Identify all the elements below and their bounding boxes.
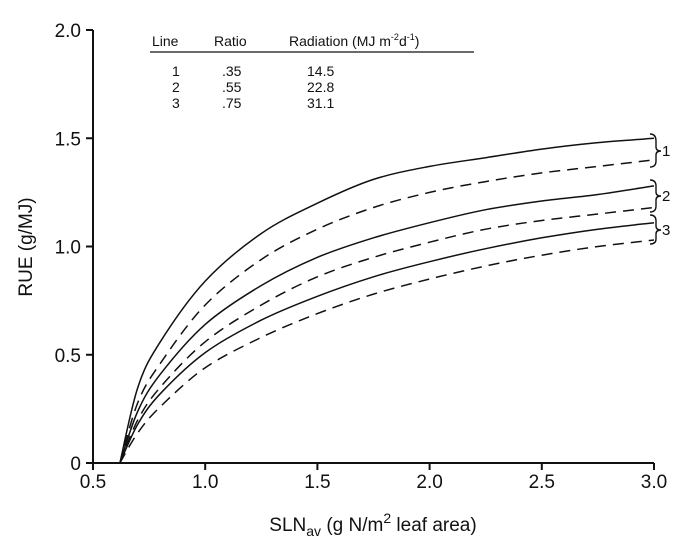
x-axis-title-main: SLN (269, 515, 306, 536)
bracket-2 (649, 179, 662, 213)
legend-row-3-radiation: 31.1 (307, 95, 334, 111)
y-tick-label: 0.5 (55, 346, 81, 367)
series-line-3-dashed (119, 239, 655, 464)
y-tick-label: 2.0 (55, 21, 81, 42)
legend-header-sup-2: -1 (407, 32, 415, 42)
legend-row-3-ratio: .75 (222, 95, 242, 111)
y-tick-label: 0 (70, 454, 81, 475)
x-tick-label: 1.0 (192, 472, 218, 493)
x-tick-label: 3.0 (641, 472, 667, 493)
x-tick-label: 0.5 (80, 472, 106, 493)
series-line-2-solid (119, 185, 655, 464)
legend-header-radiation-main: Radiation (MJ m (289, 33, 391, 49)
y-tick-label: 1.0 (55, 238, 81, 259)
legend-header-line: Line (152, 33, 179, 49)
y-tick-label: 1.5 (55, 129, 81, 150)
legend-row-2-ratio: .55 (222, 79, 242, 95)
ticks: 0.5 1.0 1.5 2.0 2.5 3.000.51.01.52.0 (55, 21, 668, 493)
series-line-2-dashed (119, 206, 655, 464)
x-tick-label: 1.5 (304, 472, 330, 493)
legend-row-3-line: 3 (172, 95, 180, 111)
legend-table: Line Ratio Radiation (MJ m-2d-1) 1 .35 1… (150, 32, 474, 111)
legend-row-1-ratio: .35 (222, 63, 242, 79)
legend-header-radiation: Radiation (MJ m-2d-1) (289, 32, 419, 49)
x-tick-label: 2.0 (416, 472, 442, 493)
legend-header-d: d (399, 33, 407, 49)
legend-row-1-line: 1 (172, 63, 180, 79)
x-axis-title-sup: 2 (383, 510, 391, 526)
y-axis-title: RUE (g/MJ) (16, 197, 37, 296)
bracket-label-2: 2 (662, 188, 670, 205)
x-tick-label: 2.5 (529, 472, 555, 493)
legend-row-2-line: 2 (172, 79, 180, 95)
series-line-1-solid (119, 137, 655, 464)
x-axis-title-rest: (g N/m (321, 515, 383, 536)
bracket-label-1: 1 (662, 143, 670, 160)
x-axis-title-sub: av (306, 523, 321, 539)
series-lines (119, 137, 655, 464)
series-line-3-solid (119, 221, 655, 464)
bracket-label-3: 3 (662, 222, 670, 239)
group-brackets: 1 2 3 (649, 133, 670, 245)
series-line-1-dashed (119, 159, 655, 464)
x-axis-title: SLNav (g N/m2 leaf area) (269, 510, 476, 539)
legend-header-paren: ) (415, 33, 420, 49)
legend-row-1-radiation: 14.5 (307, 63, 334, 79)
bracket-1 (649, 133, 662, 168)
x-axis-title-end: leaf area) (391, 515, 477, 536)
legend-header-sup-1: -2 (391, 32, 399, 42)
legend-row-2-radiation: 22.8 (307, 79, 334, 95)
bracket-3 (649, 214, 662, 245)
legend-header-ratio: Ratio (214, 33, 247, 49)
